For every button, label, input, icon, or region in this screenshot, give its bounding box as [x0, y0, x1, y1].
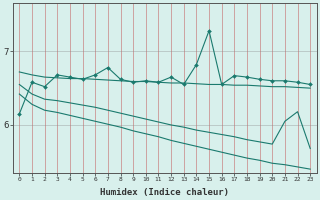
X-axis label: Humidex (Indice chaleur): Humidex (Indice chaleur) — [100, 188, 229, 197]
